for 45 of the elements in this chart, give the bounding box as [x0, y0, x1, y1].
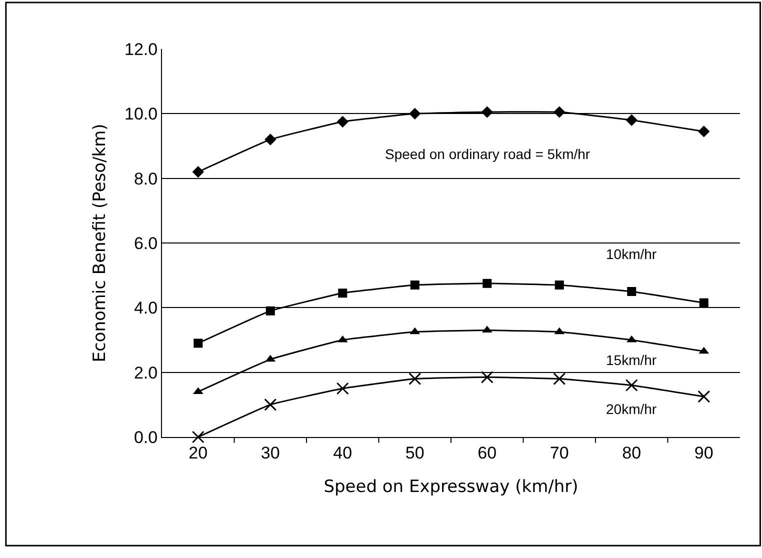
y-tick-label: 2.0: [134, 363, 158, 382]
point: [481, 106, 493, 118]
point: [264, 134, 276, 146]
point: [698, 126, 710, 138]
point: [194, 338, 203, 348]
y-tick-label: 10.0: [124, 104, 158, 124]
y-tick-label: 8.0: [134, 169, 158, 188]
y-tick-label: 6.0: [134, 234, 158, 253]
point: [625, 379, 638, 392]
x-tick-label: 50: [405, 443, 424, 462]
y-tick-label: 0.0: [134, 428, 158, 447]
series-label: 15km/hr: [606, 352, 657, 368]
point: [264, 398, 277, 411]
series-label: 10km/hr: [606, 246, 657, 262]
point: [192, 430, 204, 444]
x-axis-title: Speed on Expressway (km/hr): [324, 476, 578, 497]
x-tick-label: 40: [333, 443, 352, 462]
point: [336, 116, 348, 128]
point: [626, 114, 638, 126]
point: [192, 166, 204, 178]
x-tick-label: 80: [622, 443, 642, 462]
x-tick-label: 70: [550, 443, 569, 462]
point: [699, 298, 708, 308]
series-label: 20km/hr: [606, 401, 657, 417]
point: [410, 280, 420, 290]
point: [408, 372, 422, 386]
x-tick-label: 90: [694, 443, 714, 462]
point: [336, 382, 349, 395]
x-tick-label: 30: [260, 443, 280, 462]
point: [266, 306, 275, 316]
point: [338, 288, 348, 298]
point: [482, 278, 492, 288]
point: [554, 106, 566, 118]
y-tick-label: 4.0: [134, 298, 158, 318]
x-tick-label: 20: [188, 443, 208, 462]
y-tick-label: 12.0: [124, 40, 158, 59]
point: [553, 372, 566, 386]
y-axis-title: Economic Benefit (Peso/km): [90, 124, 110, 362]
point: [480, 370, 494, 384]
text: Speed on ordinary road = 5km/hr: [385, 146, 590, 162]
x-tick-label: 60: [478, 443, 497, 462]
point: [698, 390, 710, 403]
point: [409, 108, 421, 120]
point: [627, 287, 636, 296]
point: [554, 280, 564, 290]
